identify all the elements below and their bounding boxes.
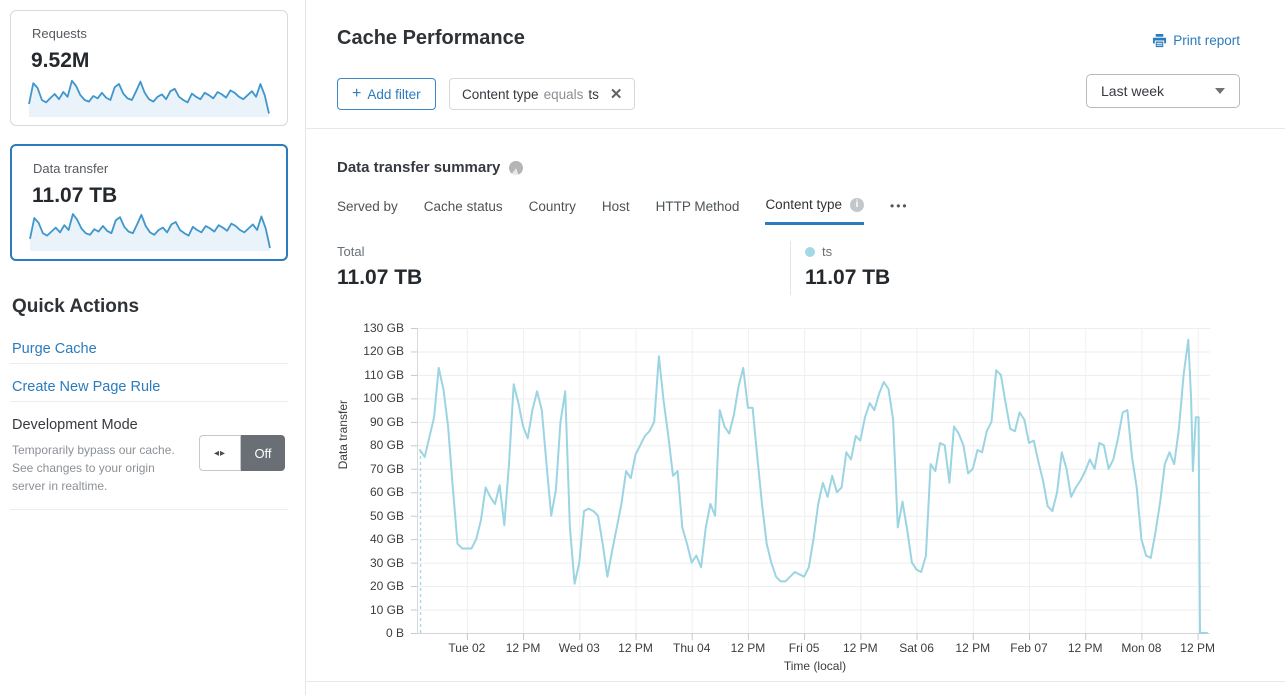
metric-label: Requests [32, 26, 87, 41]
create-page-rule-link[interactable]: Create New Page Rule [12, 379, 161, 395]
quick-actions-heading: Quick Actions [12, 296, 140, 317]
filter-operator: equals [543, 86, 584, 102]
tab-host[interactable]: Host [601, 198, 630, 214]
x-tick-label: Mon 08 [1121, 641, 1162, 655]
tab-content-type[interactable]: Content type i [765, 197, 864, 225]
requests-metric-card[interactable]: Requests 9.52M [10, 10, 288, 126]
time-range-value: Last week [1101, 83, 1165, 99]
tab-cache-status[interactable]: Cache status [423, 198, 503, 214]
chevron-down-icon [1215, 88, 1225, 94]
y-tick-label: 130 GB [363, 321, 404, 335]
plus-icon: + [352, 85, 362, 102]
y-tick-label: 50 GB [369, 508, 404, 523]
metric-label: Data transfer [33, 161, 109, 176]
x-tick-label: 12 PM [843, 641, 878, 655]
y-tick-label: 10 GB [369, 602, 404, 617]
y-tick-label: 100 GB [363, 391, 404, 406]
remove-filter-icon[interactable]: ✕ [609, 85, 623, 103]
divider [10, 363, 288, 364]
y-tick-label: 30 GB [369, 555, 404, 570]
x-axis-title: Time (local) [783, 659, 847, 673]
divider [306, 128, 1285, 129]
requests-sparkline-chart [28, 79, 270, 117]
total-stat: Total 11.07 TB [337, 244, 422, 290]
development-mode-toggle[interactable]: ◂▸ Off [199, 435, 285, 471]
tab-country[interactable]: Country [528, 198, 576, 214]
x-tick-label: 12 PM [955, 641, 991, 655]
pie-chart-loading-icon [509, 160, 524, 175]
x-tick-label: Wed 03 [558, 641, 600, 655]
print-report-label: Print report [1173, 33, 1240, 48]
tab-label: Content type [765, 197, 842, 212]
y-tick-label: 0 B [385, 626, 404, 640]
analytics-sidebar: Requests 9.52M Data transfer 11.07 TB Qu… [0, 0, 306, 695]
divider [790, 241, 791, 295]
y-tick-label: 70 GB [369, 461, 404, 476]
x-tick-label: Thu 04 [673, 641, 711, 655]
y-axis-title: Data transfer [336, 400, 350, 470]
filter-value: ts [588, 86, 599, 102]
content-type-filter-chip: Content type equals ts ✕ [449, 78, 636, 110]
tab-served-by[interactable]: Served by [337, 198, 398, 214]
y-tick-label: 90 GB [369, 414, 404, 429]
filter-field: Content type [462, 86, 539, 102]
time-range-dropdown[interactable]: Last week [1086, 74, 1240, 108]
legend-dot [805, 246, 815, 257]
x-tick-label: 12 PM [618, 641, 653, 655]
y-tick-label: 60 GB [369, 485, 404, 500]
total-label: Total [337, 244, 365, 259]
add-filter-label: Add filter [367, 86, 421, 102]
metric-value: 9.52M [31, 49, 90, 72]
x-tick-label: Feb 07 [1010, 641, 1048, 655]
x-tick-label: Fri 05 [788, 641, 820, 655]
data-transfer-summary-heading: Data transfer summary [337, 159, 524, 176]
development-mode-label: Development Mode [12, 417, 138, 433]
y-tick-label: 20 GB [369, 579, 404, 594]
toggle-arrows-icon[interactable]: ◂▸ [199, 435, 241, 471]
series-name: ts [822, 244, 833, 259]
data-transfer-line-chart[interactable] [409, 328, 1214, 649]
x-tick-label: 12 PM [1180, 641, 1215, 655]
x-tick-label: 12 PM [1067, 641, 1103, 655]
x-tick-label: 12 PM [505, 641, 541, 655]
page-title: Cache Performance [337, 27, 525, 49]
add-filter-button[interactable]: + Add filter [337, 78, 436, 110]
series-value: 11.07 TB [805, 266, 891, 289]
development-mode-description: Temporarily bypass our cache. See change… [12, 443, 175, 493]
cache-performance-panel: Cache Performance Print report + Add fil… [306, 0, 1285, 695]
print-report-link[interactable]: Print report [1152, 33, 1240, 48]
metric-value: 11.07 TB [32, 184, 118, 207]
x-tick-label: 12 PM [730, 641, 766, 655]
divider [306, 681, 1285, 682]
printer-icon [1153, 33, 1167, 48]
more-options-icon[interactable]: ••• [890, 199, 909, 213]
data-transfer-metric-card[interactable]: Data transfer 11.07 TB [10, 144, 288, 261]
divider [10, 401, 288, 402]
section-title-text: Data transfer summary [337, 159, 501, 176]
purge-cache-link[interactable]: Purge Cache [12, 341, 97, 357]
info-icon[interactable]: i [850, 197, 864, 212]
x-tick-label: Tue 02 [448, 641, 486, 655]
y-tick-label: 110 GB [364, 367, 404, 382]
dimension-tabs: Served by Cache status Country Host HTTP… [337, 197, 909, 225]
total-value: 11.07 TB [337, 266, 423, 289]
data-transfer-sparkline-chart [29, 213, 271, 251]
ts-series-stat: ts 11.07 TB [805, 244, 890, 290]
tab-http-method[interactable]: HTTP Method [655, 198, 740, 214]
y-tick-label: 40 GB [369, 532, 404, 547]
x-tick-label: Sat 06 [899, 641, 934, 655]
y-tick-label: 80 GB [369, 438, 404, 453]
toggle-state-label: Off [241, 435, 285, 471]
divider [10, 509, 288, 510]
y-tick-label: 120 GB [363, 344, 404, 359]
